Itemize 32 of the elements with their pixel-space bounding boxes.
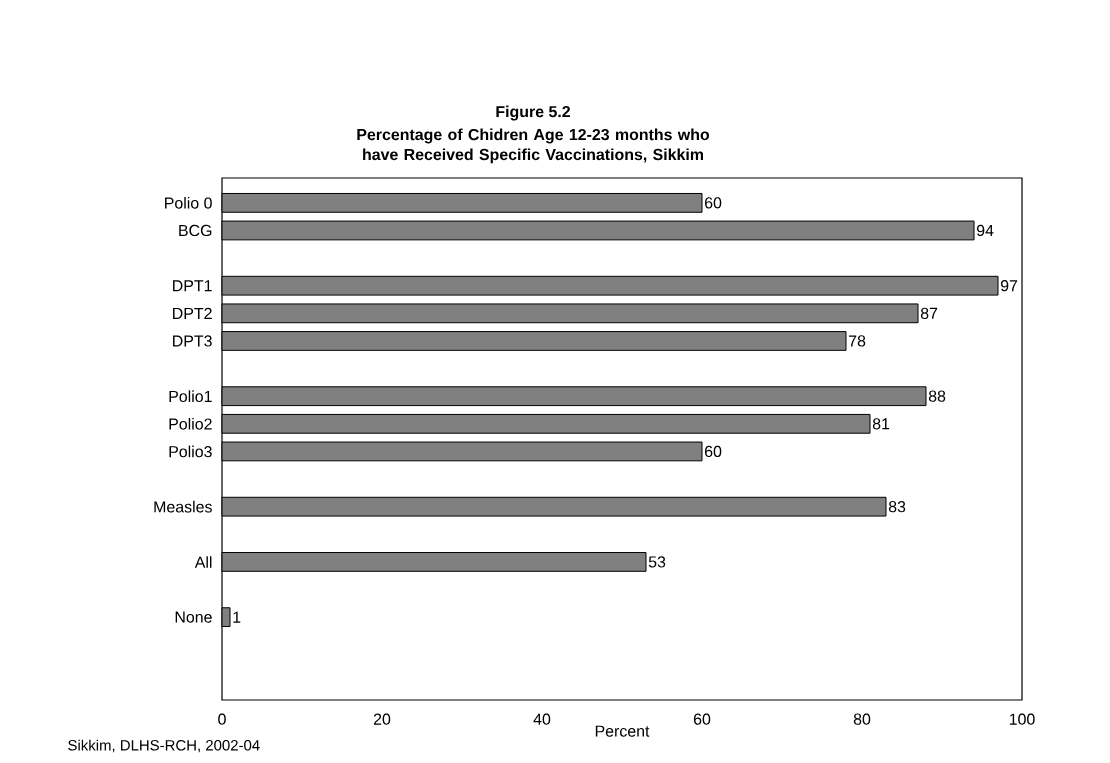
chart-title: Figure 5.2 [496,105,570,121]
data-label: 60 [705,197,722,209]
data-label: 53 [648,556,666,568]
data-label: 87 [920,307,938,319]
x-tick-label: 20 [373,713,391,725]
data-label: 88 [928,390,946,402]
text: Sikkim, DLHS-RCH, 2002-04 [68,739,260,753]
x-tick-label: 60 [693,713,711,725]
y-tick-label: DPT1 [173,280,212,292]
x-tick-label: 100 [1009,713,1035,725]
y-tick-label: DPT2 [173,307,212,319]
x-tick-label: 0 [218,713,226,725]
data-label: 78 [849,335,866,347]
y-tick-label: Polio1 [169,390,212,403]
y-tick-label: DPT3 [173,335,212,347]
data-label: 94 [976,224,994,237]
data-label: 83 [888,501,906,513]
x-tick-label: 40 [533,713,551,725]
chart-subtitle: Percentage of Chidren Age 12-23 months who have Received Specific Vaccinations, Sikkim [357,128,710,164]
data-label: 97 [1000,280,1018,292]
y-tick-label: Measles [154,500,212,513]
x-tick-label: 80 [853,713,871,725]
data-label: 1 [233,611,241,623]
data-label: 60 [705,445,722,458]
y-tick-label: None [175,611,212,623]
y-tick-label: All [194,556,212,568]
x-axis-title: Percent [595,725,650,737]
y-tick-label: BCG [179,224,212,237]
data-label: 81 [872,418,890,430]
y-tick-label: Polio3 [169,445,212,458]
y-tick-label: Polio 0 [165,197,212,209]
y-tick-label: Polio2 [169,417,212,430]
